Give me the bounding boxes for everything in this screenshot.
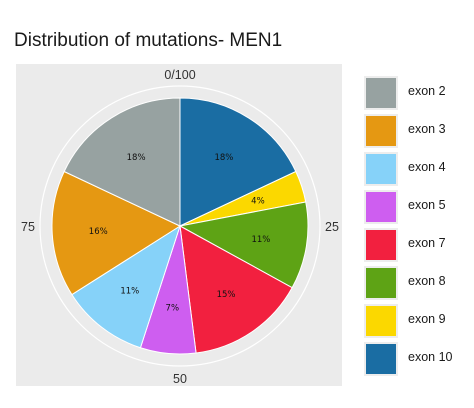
legend-item: exon 10	[356, 342, 466, 378]
axis-tick-label: 50	[173, 372, 187, 386]
chart-title: Distribution of mutations- MEN1	[14, 30, 283, 51]
chart-legend: exon 2 exon 3 exon 4 exon 5 exon 7 exon 8 exon…	[356, 76, 466, 390]
legend-swatch	[366, 344, 396, 374]
pie-slice-exon-7	[179, 225, 293, 354]
legend-label: exon 4	[408, 160, 446, 174]
legend-label: exon 3	[408, 122, 446, 136]
legend-swatch	[366, 116, 396, 146]
legend-swatch	[366, 192, 396, 222]
slice-label-exon-3: 16%	[89, 227, 108, 237]
axis-tick-label: 0/100	[164, 68, 195, 82]
pie-slice-exon-2	[63, 97, 181, 227]
legend-key	[364, 190, 398, 224]
legend-item: exon 3	[356, 114, 466, 150]
legend-item: exon 7	[356, 228, 466, 264]
legend-label: exon 2	[408, 84, 446, 98]
slice-label-exon-7: 15%	[217, 290, 236, 300]
polar-grid-circle	[39, 85, 321, 367]
legend-item: exon 2	[356, 76, 466, 112]
legend-label: exon 8	[408, 274, 446, 288]
legend-key	[364, 114, 398, 148]
legend-swatch	[366, 268, 396, 298]
legend-key	[364, 304, 398, 338]
legend-label: exon 10	[408, 350, 453, 364]
legend-swatch	[366, 154, 396, 184]
pie-slice-exon-3	[51, 170, 182, 296]
slice-label-exon-8: 11%	[251, 235, 270, 245]
legend-key	[364, 228, 398, 262]
legend-item: exon 5	[356, 190, 466, 226]
legend-label: exon 9	[408, 312, 446, 326]
slice-label-exon-2: 18%	[127, 153, 146, 163]
legend-key	[364, 152, 398, 186]
pie-slice-exon-8	[178, 201, 309, 289]
axis-tick-label: 75	[21, 220, 35, 234]
legend-item: exon 4	[356, 152, 466, 188]
slice-label-exon-4: 11%	[120, 287, 139, 297]
pie-slice-exon-10	[179, 97, 297, 227]
legend-swatch	[366, 230, 396, 260]
legend-label: exon 7	[408, 236, 446, 250]
legend-key	[364, 342, 398, 376]
slice-label-exon-9: 4%	[251, 197, 265, 207]
legend-swatch	[366, 306, 396, 336]
legend-key	[364, 76, 398, 110]
slice-label-exon-10: 18%	[214, 153, 233, 163]
legend-key	[364, 266, 398, 300]
legend-item: exon 8	[356, 266, 466, 302]
axis-tick-label: 25	[325, 220, 339, 234]
pie-slice-exon-4	[71, 224, 181, 349]
legend-swatch	[366, 78, 396, 108]
slice-label-exon-5: 7%	[166, 304, 180, 314]
legend-item: exon 9	[356, 304, 466, 340]
legend-label: exon 5	[408, 198, 446, 212]
